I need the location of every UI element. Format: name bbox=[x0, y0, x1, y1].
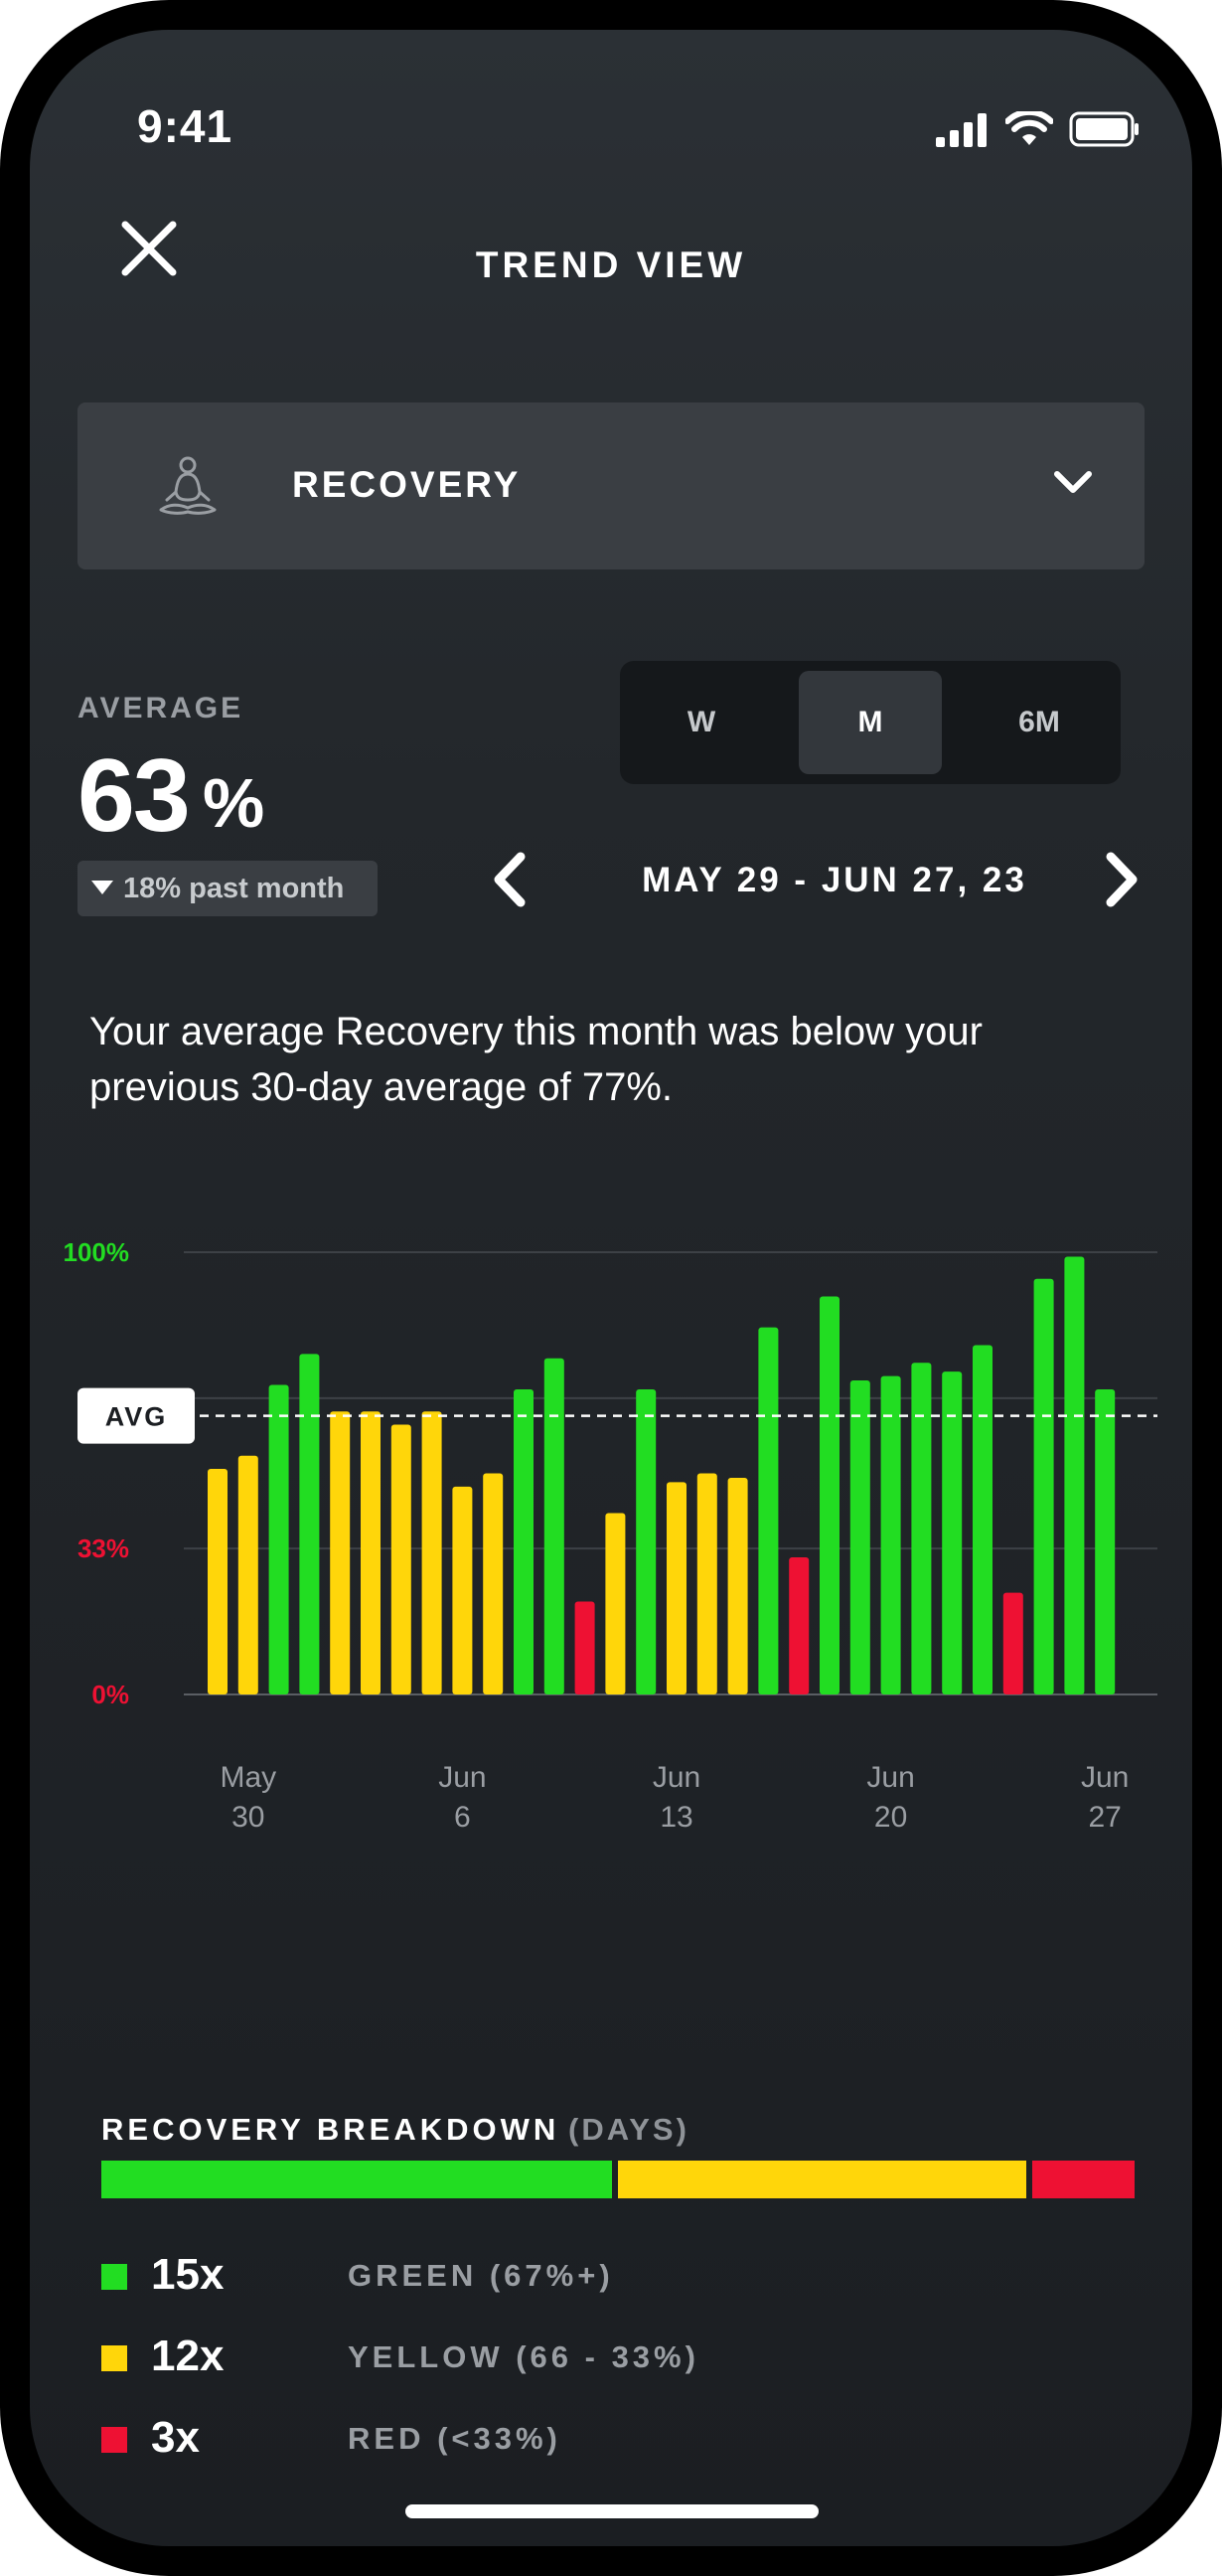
legend-item-yellow: 12x YELLOW (66 - 33%) bbox=[101, 2324, 995, 2393]
chart-bar bbox=[696, 1473, 717, 1694]
chart-bar bbox=[330, 1411, 351, 1694]
chart-bar bbox=[483, 1473, 504, 1694]
change-text: 18% past month bbox=[123, 872, 345, 904]
cellular-signal-icon bbox=[936, 113, 987, 147]
chart-bar bbox=[1002, 1592, 1023, 1694]
breakdown-bar bbox=[101, 2161, 1135, 2198]
triangle-down-icon bbox=[91, 881, 113, 894]
previous-range-icon[interactable] bbox=[481, 845, 536, 914]
chart-bar bbox=[574, 1601, 595, 1694]
status-time: 9:41 bbox=[137, 100, 233, 152]
range-selector: W M 6M bbox=[620, 661, 1121, 784]
home-indicator[interactable] bbox=[405, 2504, 819, 2518]
chart-bar bbox=[361, 1411, 381, 1694]
next-range-icon[interactable] bbox=[1095, 845, 1150, 914]
breakdown-segment-green bbox=[101, 2161, 612, 2198]
breakdown-subtitle: (DAYS) bbox=[568, 2112, 689, 2147]
metric-dropdown[interactable]: RECOVERY bbox=[77, 402, 1145, 569]
close-icon[interactable] bbox=[117, 217, 181, 280]
range-option-w[interactable]: W bbox=[687, 706, 716, 738]
x-tick-month: May bbox=[220, 1761, 276, 1794]
dropdown-label: RECOVERY bbox=[292, 464, 522, 505]
chart-bar bbox=[1033, 1278, 1054, 1694]
y-tick-label: 100% bbox=[64, 1237, 130, 1267]
legend-count: 15x bbox=[151, 2250, 225, 2299]
battery-icon bbox=[1069, 111, 1139, 147]
status-icons bbox=[936, 111, 1141, 147]
chart-bar bbox=[820, 1296, 840, 1694]
chart-bar bbox=[789, 1557, 810, 1694]
legend-item-red: 3x RED (<33%) bbox=[101, 2405, 995, 2475]
legend-label: YELLOW (66 - 33%) bbox=[348, 2339, 699, 2374]
chart-bar bbox=[237, 1455, 258, 1694]
chart-bar bbox=[605, 1513, 626, 1694]
range-option-6m[interactable]: 6M bbox=[1018, 706, 1060, 738]
wifi-icon bbox=[1005, 111, 1053, 145]
average-tag-label: AVG bbox=[105, 1402, 168, 1432]
chart-bar bbox=[727, 1477, 748, 1694]
date-range-label: MAY 29 - JUN 27, 23 bbox=[642, 861, 1027, 899]
x-tick-month: Jun bbox=[1081, 1761, 1129, 1794]
chart-bar bbox=[421, 1411, 442, 1694]
average-tag bbox=[77, 1387, 195, 1444]
chart-bar bbox=[758, 1327, 779, 1694]
chart-bar bbox=[208, 1469, 228, 1694]
chevron-down-icon bbox=[1054, 471, 1092, 493]
page-title: TREND VIEW bbox=[475, 244, 747, 285]
legend-swatch-yellow bbox=[101, 2345, 127, 2371]
chart-bar bbox=[390, 1424, 411, 1694]
chart-bar bbox=[452, 1486, 473, 1694]
chart-bar bbox=[849, 1380, 870, 1694]
chart-bar bbox=[942, 1371, 963, 1694]
x-tick-month: Jun bbox=[866, 1761, 914, 1794]
chart-bar bbox=[543, 1358, 564, 1694]
y-tick-label: 0% bbox=[91, 1680, 129, 1709]
legend-swatch-green bbox=[101, 2264, 127, 2290]
x-tick-day: 20 bbox=[874, 1801, 907, 1834]
chart-bar bbox=[973, 1345, 993, 1694]
summary-text: Your average Recovery this month was bel… bbox=[89, 1010, 983, 1109]
x-tick-day: 6 bbox=[454, 1801, 471, 1834]
breakdown-title: RECOVERY BREAKDOWN bbox=[101, 2112, 560, 2147]
breakdown-segment-red bbox=[1032, 2161, 1135, 2198]
legend-count: 3x bbox=[151, 2413, 200, 2462]
chart-bar bbox=[299, 1354, 320, 1694]
x-tick-day: 27 bbox=[1089, 1801, 1122, 1834]
y-tick-label: 33% bbox=[77, 1533, 129, 1563]
average-value: 63 bbox=[77, 738, 191, 854]
chart-bar bbox=[268, 1384, 289, 1694]
x-tick-day: 13 bbox=[660, 1801, 692, 1834]
x-tick-month: Jun bbox=[438, 1761, 486, 1794]
legend-count: 12x bbox=[151, 2332, 225, 2380]
legend-label: RED (<33%) bbox=[348, 2421, 561, 2456]
x-tick-month: Jun bbox=[653, 1761, 700, 1794]
average-label: AVERAGE bbox=[77, 692, 244, 724]
range-option-m[interactable]: M bbox=[799, 671, 942, 774]
breakdown-segment-yellow bbox=[618, 2161, 1027, 2198]
chart-bar bbox=[514, 1388, 534, 1694]
legend-label: GREEN (67%+) bbox=[348, 2258, 614, 2293]
legend-item-green: 15x GREEN (67%+) bbox=[101, 2242, 995, 2312]
chart-bar bbox=[1095, 1388, 1116, 1694]
chart-bar bbox=[636, 1388, 657, 1694]
change-badge: 18% past month bbox=[77, 861, 378, 916]
x-tick-day: 30 bbox=[231, 1801, 264, 1834]
chart-bar bbox=[911, 1363, 932, 1694]
legend-swatch-red bbox=[101, 2427, 127, 2453]
chart-bar bbox=[667, 1482, 687, 1694]
recovery-bar-chart: 100% 33% 0% AVG May 30 Jun 6 Jun 13 Jun 20 Jun 27 bbox=[64, 1237, 1157, 1834]
app-screen: 9:41 TREND VIEW bbox=[30, 30, 1192, 2546]
average-unit: % bbox=[203, 764, 265, 842]
chart-bar bbox=[880, 1375, 901, 1694]
meditation-icon bbox=[159, 456, 217, 515]
chart-bar bbox=[1064, 1256, 1085, 1694]
